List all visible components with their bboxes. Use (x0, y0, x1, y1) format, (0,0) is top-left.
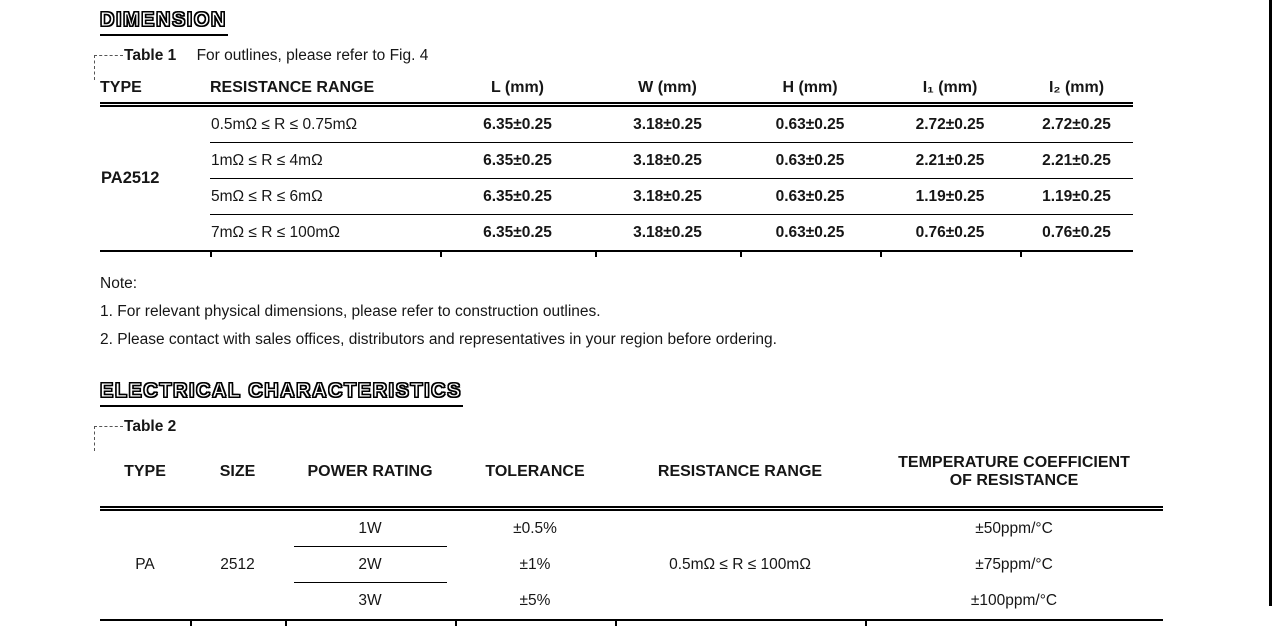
page-scan-edge (1269, 0, 1272, 606)
table-cell: 3.18±0.25 (595, 142, 740, 179)
table-cell: 0.5mΩ ≤ R ≤ 0.75mΩ (210, 104, 440, 143)
table-cell: 0.63±0.25 (740, 178, 880, 215)
table-cell: 5mΩ ≤ R ≤ 6mΩ (210, 178, 440, 215)
size-cell: 2512 (220, 556, 255, 573)
table-cell: 0.63±0.25 (740, 142, 880, 179)
table-tick (865, 621, 867, 626)
table-tick (740, 252, 742, 257)
note-label: Note: (100, 275, 138, 292)
column-header-w: W (mm) (595, 77, 740, 107)
dashed-anchor-icon (94, 55, 123, 80)
table-header-row: TYPE RESISTANCE RANGE L (mm) W (mm) H (m… (100, 77, 1133, 107)
table-cell: 6.35±0.25 (440, 104, 595, 143)
table-row: 5mΩ ≤ R ≤ 6mΩ 6.35±0.25 3.18±0.25 0.63±0… (100, 178, 1133, 215)
electrical-table: TYPE SIZE POWER RATING TOLERANCE RESISTA… (100, 441, 1163, 621)
power-rating-cell: 1W (285, 509, 455, 548)
table1-bottom-ticks (100, 252, 1133, 258)
column-header-temp-coefficient: TEMPERATURE COEFFICIENT OF RESISTANCE (865, 441, 1163, 511)
column-header-resistance-range: RESISTANCE RANGE (210, 77, 440, 107)
column-header-i2: I₂ (mm) (1020, 77, 1133, 107)
table-cell: 3.18±0.25 (595, 104, 740, 143)
table-tick (880, 252, 882, 257)
power-rating-cell: 3W (358, 592, 382, 609)
dimension-table: TYPE RESISTANCE RANGE L (mm) W (mm) H (m… (100, 77, 1133, 252)
column-header-h: H (mm) (740, 77, 880, 107)
table-cell: 2.21±0.25 (880, 142, 1020, 179)
table-tick (615, 621, 617, 626)
table-row: 3W ±5% ±100ppm/°C (100, 583, 1163, 620)
column-header-l: L (mm) (440, 77, 595, 107)
temp-coefficient-cell: ±50ppm/°C (975, 520, 1053, 537)
table-cell: 6.35±0.25 (483, 223, 552, 241)
table-cell: 1.19±0.25 (880, 178, 1020, 215)
resistance-range-cell: 0.5mΩ ≤ R ≤ 100mΩ (669, 556, 811, 573)
table-header-row: TYPE SIZE POWER RATING TOLERANCE RESISTA… (100, 441, 1163, 511)
column-header-type: TYPE (100, 77, 210, 107)
type-cell: PA2512 (101, 169, 160, 187)
document-content: DIMENSION Table 1 For outlines, please r… (94, 8, 1163, 627)
table-cell: 1mΩ ≤ R ≤ 4mΩ (210, 142, 440, 179)
type-cell: PA (135, 556, 155, 573)
table-row: 2W ±1% ±75ppm/°C (100, 547, 1163, 583)
tolerance-cell: ±0.5% (513, 520, 557, 537)
table1-caption: Table 1 For outlines, please refer to Fi… (94, 45, 1163, 80)
note-item: 2. Please contact with sales offices, di… (100, 331, 777, 348)
note-item: 1. For relevant physical dimensions, ple… (100, 303, 601, 320)
column-header-size: SIZE (190, 441, 285, 511)
temp-coefficient-cell: ±100ppm/°C (970, 592, 1058, 609)
table-cell: 3.18±0.25 (633, 223, 702, 241)
table-cell: 6.35±0.25 (440, 178, 595, 215)
table-tick (190, 621, 192, 626)
column-header-type: TYPE (100, 441, 190, 511)
note-block: Note: 1. For relevant physical dimension… (100, 270, 1163, 354)
tolerance-cell: ±1% (519, 556, 551, 573)
column-header-resistance-range: RESISTANCE RANGE (615, 441, 865, 511)
table-cell: 0.63±0.25 (775, 223, 845, 241)
table-tick (210, 252, 212, 257)
table-cell: 2.72±0.25 (880, 104, 1020, 143)
tolerance-cell: ±5% (519, 592, 551, 609)
table-cell: 0.76±0.25 (1042, 223, 1111, 241)
column-header-power-rating: POWER RATING (285, 441, 455, 511)
table-tick (285, 621, 287, 626)
section-title-dimension: DIMENSION (99, 8, 228, 36)
section-title-electrical: ELECTRICAL CHARACTERISTICS (99, 379, 463, 407)
datasheet-page: DIMENSION Table 1 For outlines, please r… (94, 0, 1272, 626)
table-cell: 2.21±0.25 (1020, 142, 1133, 179)
table-cell: 0.63±0.25 (740, 104, 880, 143)
table-row: PA 2512 1W ±0.5% 0.5mΩ ≤ R ≤ 100mΩ ±50pp… (100, 509, 1163, 573)
table-row: PA2512 0.5mΩ ≤ R ≤ 0.75mΩ 6.35±0.25 3.18… (100, 104, 1133, 187)
table1-label: Table 1 (124, 47, 177, 64)
table-tick (1020, 252, 1022, 257)
table-tick (595, 252, 597, 257)
temp-coefficient-cell: ±75ppm/°C (975, 556, 1053, 573)
column-header-i1: I₁ (mm) (880, 77, 1020, 107)
table-cell: 7mΩ ≤ R ≤ 100mΩ (211, 223, 340, 241)
table-cell: 3.18±0.25 (595, 178, 740, 215)
table-tick (455, 621, 457, 626)
table-cell: 2.72±0.25 (1020, 104, 1133, 143)
section-electrical: ELECTRICAL CHARACTERISTICS Table 2 TYPE … (94, 379, 1163, 627)
table-tick (440, 252, 442, 257)
table-row: 7mΩ ≤ R ≤ 100mΩ 6.35±0.25 3.18±0.25 0.63… (100, 215, 1133, 252)
power-rating-cell: 2W (285, 547, 455, 583)
table-cell: 0.76±0.25 (915, 223, 985, 241)
dashed-anchor-icon (94, 426, 123, 451)
column-header-tolerance: TOLERANCE (455, 441, 615, 511)
table2-bottom-ticks (100, 621, 1163, 627)
table-cell: 1.19±0.25 (1020, 178, 1133, 215)
table-cell: 6.35±0.25 (440, 142, 595, 179)
table1-caption-text: For outlines, please refer to Fig. 4 (196, 47, 429, 64)
table-row: 1mΩ ≤ R ≤ 4mΩ 6.35±0.25 3.18±0.25 0.63±0… (100, 142, 1133, 179)
table2-label: Table 2 (124, 418, 177, 435)
table2-caption: Table 2 (94, 416, 1163, 451)
